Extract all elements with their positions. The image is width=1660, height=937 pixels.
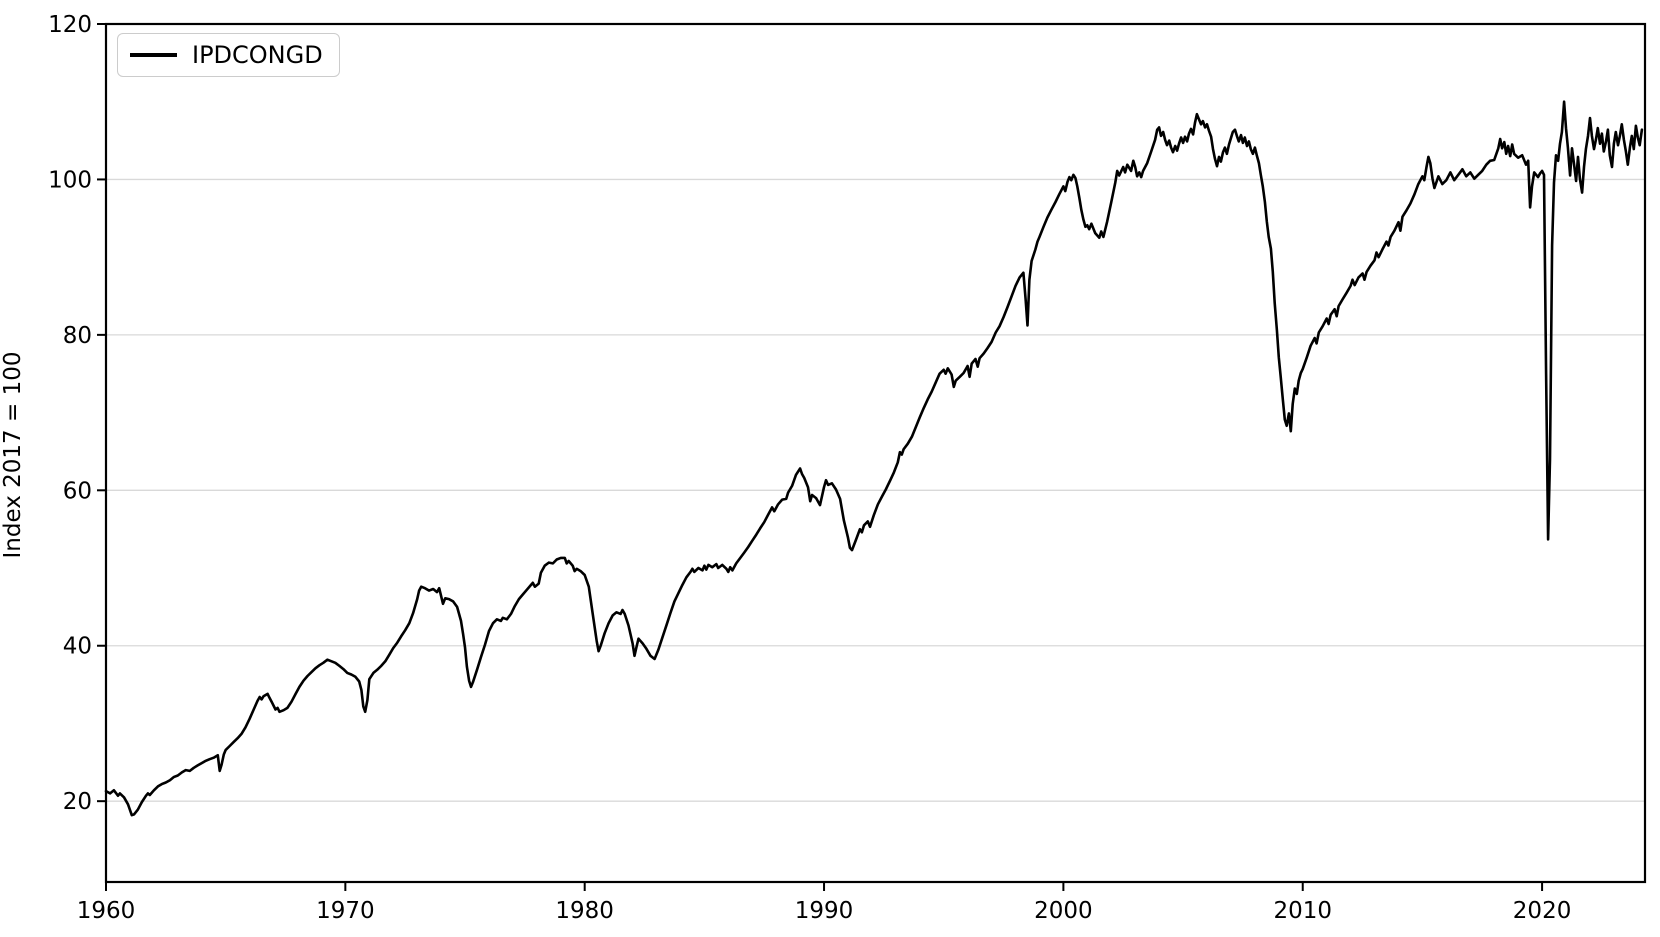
- x-tick-label: 2020: [1513, 898, 1572, 924]
- y-tick-label: 20: [63, 789, 92, 815]
- y-tick-label: 120: [48, 12, 92, 38]
- y-tick-label: 40: [63, 634, 92, 660]
- legend-line-sample: [130, 53, 177, 57]
- plot-border: [104, 22, 1647, 884]
- legend: IPDCONGD: [117, 33, 340, 77]
- x-tick-label: 1990: [795, 898, 854, 924]
- x-tick-label: 2000: [1034, 898, 1093, 924]
- x-tick-label: 1970: [316, 898, 375, 924]
- y-tick-label: 60: [63, 478, 92, 504]
- y-axis-label: Index 2017 = 100: [0, 351, 26, 559]
- y-tick-label: 100: [48, 167, 92, 193]
- y-tick-label: 80: [63, 323, 92, 349]
- x-tick-label: 1980: [555, 898, 614, 924]
- x-tick-label: 2010: [1273, 898, 1332, 924]
- legend-label: IPDCONGD: [192, 41, 323, 69]
- x-tick-label: 1960: [77, 898, 136, 924]
- data-line: [104, 100, 1644, 817]
